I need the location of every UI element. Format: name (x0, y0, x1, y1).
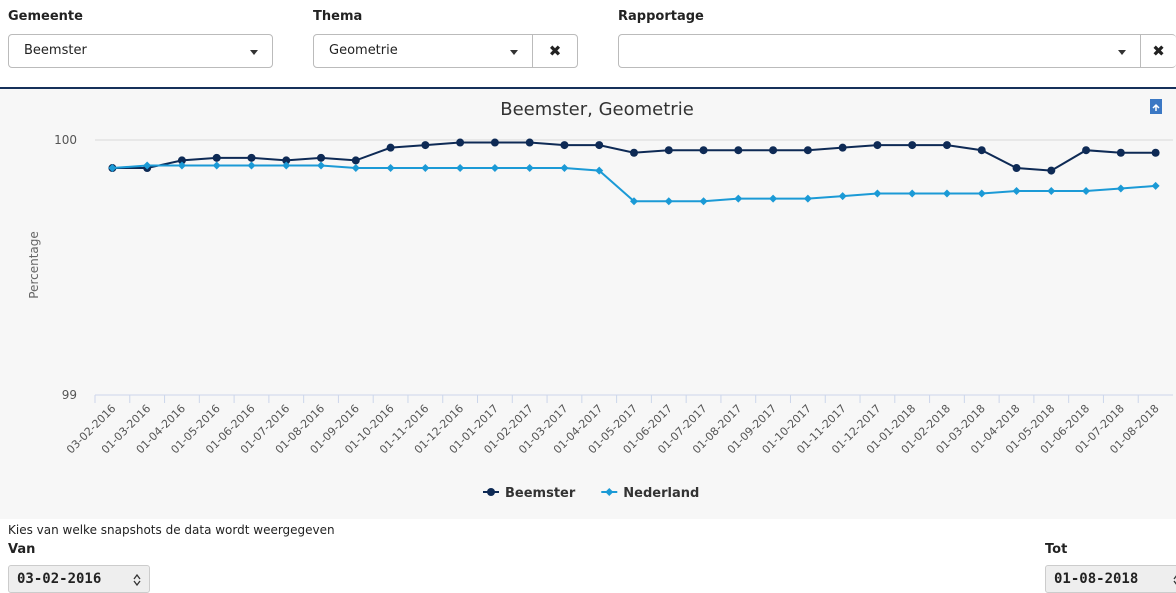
data-point (490, 138, 499, 147)
rapportage-select[interactable] (618, 34, 1141, 68)
data-point (942, 189, 951, 198)
data-point (1012, 187, 1021, 195)
select-value: Beemster (24, 43, 87, 58)
data-point (664, 197, 673, 206)
y-axis-title: Percentage (27, 231, 41, 299)
legend-item: Nederland (601, 486, 699, 501)
y-tick-label: 99 (62, 388, 77, 402)
chart-title: Beemster, Geometrie (500, 99, 694, 120)
data-point (108, 164, 117, 173)
from-label: Van (8, 542, 36, 557)
chart-background (0, 89, 1176, 519)
filter-label: Gemeente (8, 9, 83, 24)
data-point (386, 143, 395, 152)
data-point (456, 164, 465, 173)
data-point (212, 153, 221, 162)
data-point (247, 153, 256, 162)
to-date[interactable]: 01-08-2018 (1045, 565, 1176, 593)
data-point (908, 189, 917, 198)
chart: Beemster, Geometrie Percentage 9910003-0… (0, 87, 1176, 519)
from-date[interactable]: 03-02-2016 (8, 565, 150, 593)
data-point (873, 189, 882, 198)
data-point (977, 189, 986, 198)
data-point (560, 164, 569, 173)
filter-label: Thema (313, 9, 363, 24)
data-point (1151, 148, 1160, 157)
data-point (177, 161, 186, 170)
data-point (838, 192, 847, 201)
gemeente-select[interactable]: Beemster (8, 34, 273, 68)
legend-marker (487, 488, 495, 496)
data-point (803, 146, 812, 155)
legend-item: Beemster (483, 486, 576, 501)
thema-select[interactable]: Geometrie (313, 34, 533, 68)
data-point (769, 146, 778, 155)
data-point (525, 164, 534, 173)
legend-label: Beemster (505, 486, 576, 501)
data-point (421, 141, 430, 150)
data-point (942, 141, 951, 150)
data-point (1047, 187, 1056, 195)
data-point (1116, 148, 1125, 157)
data-point (1047, 166, 1056, 175)
data-point (282, 156, 291, 165)
caret (510, 50, 518, 55)
data-point (769, 194, 778, 203)
clear-button[interactable]: ✖ (532, 34, 578, 68)
clear-button[interactable]: ✖ (1140, 34, 1176, 68)
data-point (908, 141, 917, 150)
data-point (456, 138, 465, 147)
data-point (630, 197, 638, 206)
data-point (177, 156, 186, 165)
data-point (664, 146, 673, 155)
data-point (317, 161, 326, 170)
data-point (1082, 187, 1091, 195)
data-point (699, 197, 708, 206)
export-icon[interactable] (1150, 99, 1162, 114)
data-point (734, 194, 743, 203)
data-point (212, 161, 221, 170)
data-point (977, 146, 986, 155)
data-point (490, 164, 499, 173)
data-point (734, 146, 743, 155)
data-point (282, 161, 291, 170)
date-value: 01-08-2018 (1054, 571, 1139, 587)
data-point (247, 161, 256, 170)
data-point (351, 156, 360, 165)
data-point (317, 153, 326, 162)
data-point (838, 143, 847, 152)
data-point (699, 146, 708, 155)
date-value: 03-02-2016 (17, 571, 102, 587)
data-point (873, 141, 882, 150)
data-point (630, 148, 638, 157)
data-point (143, 161, 152, 170)
legend-marker (605, 488, 614, 496)
data-point (525, 138, 534, 147)
data-point (421, 164, 430, 173)
data-point (1012, 164, 1021, 173)
data-point (803, 194, 812, 203)
filter-label: Rapportage (618, 9, 704, 24)
data-point (1116, 184, 1125, 193)
data-point (595, 166, 604, 175)
data-point (595, 141, 604, 150)
data-point (560, 141, 569, 150)
caret (250, 50, 258, 55)
to-label: Tot (1045, 542, 1068, 557)
select-value: Geometrie (329, 43, 398, 58)
caret (1118, 50, 1126, 55)
data-point (386, 164, 395, 173)
hint: Kies van welke snapshots de data wordt w… (8, 523, 335, 537)
data-point (1151, 181, 1160, 190)
y-tick-label: 100 (54, 133, 77, 147)
data-point (351, 164, 360, 173)
legend-label: Nederland (623, 486, 699, 501)
data-point (1082, 146, 1091, 155)
